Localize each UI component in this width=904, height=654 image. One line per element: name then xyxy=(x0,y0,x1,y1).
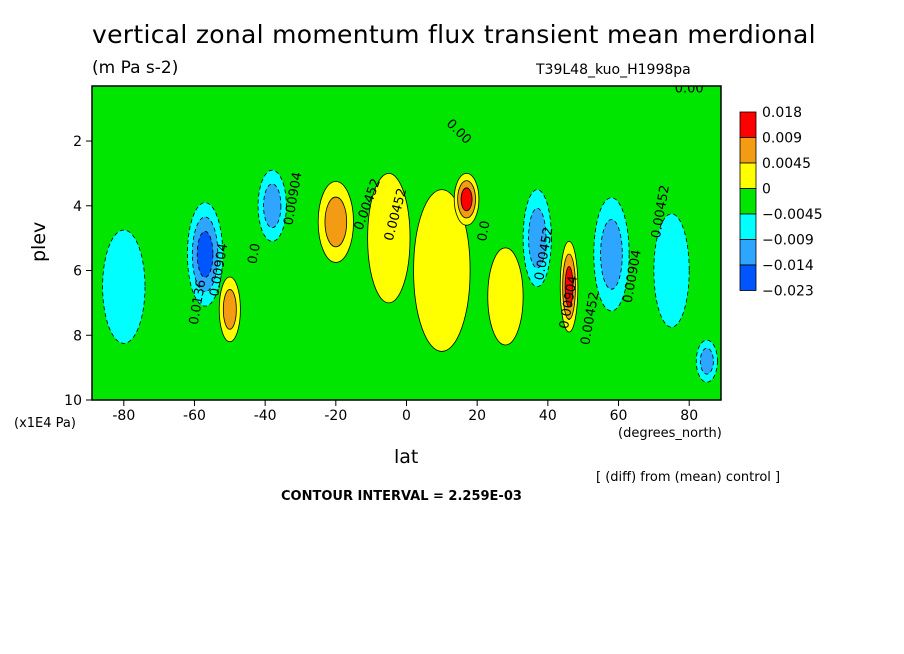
colorbar-swatch-4 xyxy=(739,213,757,240)
contour-region-8-0 xyxy=(487,247,524,346)
colorbar-label-7: −0.023 xyxy=(762,284,814,300)
contour-label-8: 0.0 xyxy=(475,220,493,243)
y-axis-label: plev xyxy=(28,221,50,262)
run-name: T39L48_kuo_H1998pa xyxy=(536,62,691,78)
x-tick-label-2: -40 xyxy=(254,408,277,424)
contour-region-12-0 xyxy=(653,213,690,328)
contour-label-0: 0.00 xyxy=(675,81,704,96)
y-tick-label-4: 10 xyxy=(64,393,82,409)
colorbar-label-0: 0.018 xyxy=(762,105,802,121)
contour-region-7-2 xyxy=(460,187,473,212)
contour-region-9-1 xyxy=(528,207,547,269)
colorbar-label-4: −0.0045 xyxy=(762,207,823,223)
contour-region-1-2 xyxy=(196,230,214,278)
colorbar-swatch-5 xyxy=(739,239,757,266)
diff-note: [ (diff) from (mean) control ] xyxy=(596,470,781,485)
colorbar-label-3: 0 xyxy=(762,182,771,198)
colorbar-swatch-3 xyxy=(739,188,757,215)
contour-label-4: 0.0 xyxy=(245,242,263,265)
colorbar-swatch-6 xyxy=(739,264,757,291)
contour-region-3-1 xyxy=(263,183,282,229)
x-axis-label: lat xyxy=(394,446,419,468)
contour-region-11-1 xyxy=(600,219,623,290)
contour-region-4-1 xyxy=(324,196,348,248)
contour-region-6-0 xyxy=(413,189,471,352)
y-axis: 2 4 6 8 10 xyxy=(64,134,92,409)
contour-region-5-0 xyxy=(367,173,411,304)
colorbar-swatch-0 xyxy=(739,111,757,138)
colorbar-swatch-2 xyxy=(739,162,757,189)
y-tick-label-3: 8 xyxy=(73,328,82,344)
contour-interval: CONTOUR INTERVAL = 2.259E-03 xyxy=(281,489,522,504)
x-tick-label-4: 0 xyxy=(402,408,411,424)
x-tick-label-5: 20 xyxy=(468,408,486,424)
y-tick-label-2: 6 xyxy=(73,264,82,280)
y-axis-unit: (x1E4 Pa) xyxy=(14,416,76,431)
chart-title: vertical zonal momentum flux transient m… xyxy=(92,20,816,49)
x-tick-label-1: -60 xyxy=(183,408,206,424)
contour-region-2-1 xyxy=(222,289,237,330)
colorbar-label-1: 0.009 xyxy=(762,131,802,147)
x-tick-label-7: 60 xyxy=(610,408,628,424)
colorbar-label-2: 0.0045 xyxy=(762,156,811,172)
x-tick-label-3: -20 xyxy=(324,408,347,424)
contour-region-0-0 xyxy=(102,229,146,344)
colorbar-label-5: −0.009 xyxy=(762,233,814,249)
x-axis: -80 -60 -40 -20 0 20 40 60 80 xyxy=(112,400,698,424)
y-tick-label-0: 2 xyxy=(73,134,82,150)
colorbar-label-6: −0.014 xyxy=(762,258,814,274)
contour-region-10-2 xyxy=(564,266,574,308)
x-axis-unit: (degrees_north) xyxy=(618,426,722,441)
contour-region-13-1 xyxy=(699,347,714,375)
x-tick-label-0: -80 xyxy=(112,408,135,424)
x-tick-label-6: 40 xyxy=(539,408,557,424)
colorbar: 0.018 0.009 0.0045 0 −0.0045 −0.009 −0.014 −0.0… xyxy=(739,105,823,300)
x-tick-label-8: 80 xyxy=(680,408,698,424)
chart-units: (m Pa s-2) xyxy=(92,58,179,78)
y-tick-label-1: 4 xyxy=(73,199,82,215)
colorbar-swatch-1 xyxy=(739,137,757,164)
